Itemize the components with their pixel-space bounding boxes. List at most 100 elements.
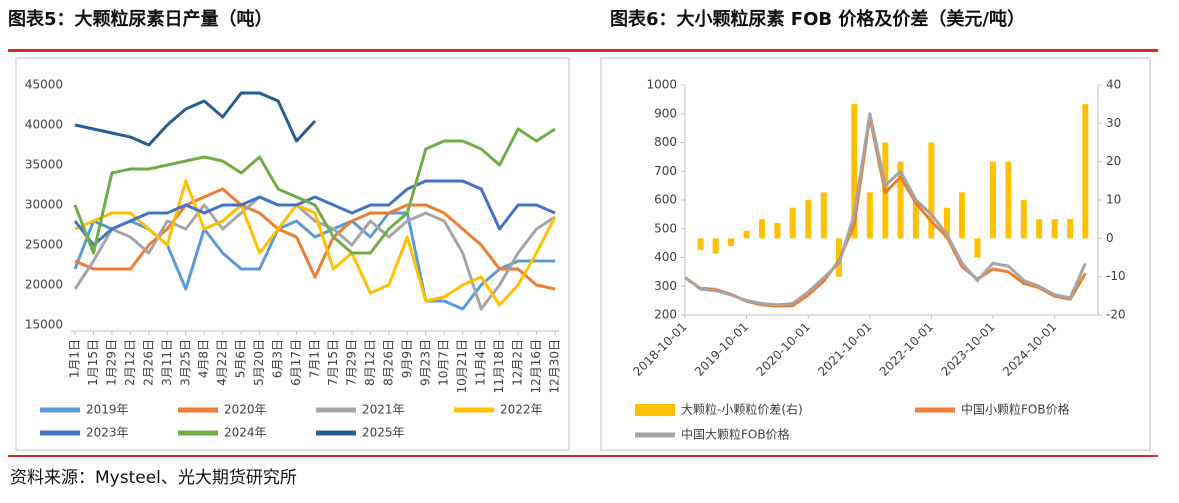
y2-tick-label: 40	[1106, 78, 1121, 92]
y2-tick-label: 30	[1106, 116, 1121, 130]
bar	[697, 238, 704, 250]
x-tick-label: 9月23日	[418, 339, 432, 386]
series-line	[684, 112, 1087, 307]
x-tick-label: 12月16日	[529, 339, 543, 394]
bar	[774, 223, 781, 239]
bar	[728, 238, 735, 246]
x-tick-label: 7月15日	[326, 339, 340, 386]
x-tick-label: 5月20日	[252, 339, 266, 386]
bar	[959, 192, 966, 239]
x-tick-label: 2020-10-01	[754, 320, 813, 379]
bar	[1067, 219, 1074, 239]
x-tick-label: 11月18日	[492, 339, 506, 394]
bar	[1036, 219, 1043, 239]
legend-label: 2023年	[86, 426, 129, 440]
legend-label: 2021年	[362, 403, 405, 417]
y-tick-label: 700	[654, 164, 677, 178]
x-tick-label: 2021-10-01	[815, 320, 874, 379]
y-tick-label: 800	[654, 135, 677, 149]
x-tick-label: 12月30日	[548, 339, 562, 394]
x-tick-label: 10月21日	[455, 339, 469, 394]
bar	[943, 207, 950, 239]
y-tick-label: 200	[654, 308, 677, 322]
divider	[8, 49, 1158, 52]
bar	[820, 192, 827, 239]
series-line	[73, 195, 556, 311]
x-tick-label: 4月22日	[215, 339, 229, 386]
x-tick-label: 2024-10-01	[1000, 320, 1059, 379]
x-tick-label: 3月25日	[178, 339, 192, 386]
divider	[8, 455, 1158, 457]
y-tick-label: 25000	[25, 238, 63, 252]
x-tick-label: 2023-10-01	[938, 320, 997, 379]
bar	[851, 104, 858, 239]
y-tick-label: 35000	[25, 158, 63, 172]
bar	[1051, 219, 1058, 239]
x-tick-label: 1月29日	[104, 339, 118, 386]
source: 资料来源：Mysteel、光大期货研究所	[10, 468, 297, 488]
y-tick-label: 300	[654, 279, 677, 293]
x-tick-label: 2月12日	[123, 339, 137, 386]
legend-label: 2019年	[86, 403, 129, 417]
legend-label: 2022年	[500, 403, 543, 417]
x-tick-label: 3月11日	[160, 339, 174, 386]
series-line	[73, 127, 556, 255]
bar	[805, 200, 812, 239]
y-tick-label: 30000	[25, 198, 63, 212]
y2-tick-label: -10	[1106, 269, 1126, 283]
legend-label: 2025年	[362, 426, 405, 440]
x-tick-label: 7月29日	[344, 339, 358, 386]
y-tick-label: 500	[654, 221, 677, 235]
x-tick-label: 12月2日	[511, 339, 525, 386]
x-tick-label: 8月12日	[363, 339, 377, 386]
bar	[912, 200, 919, 239]
y2-tick-label: 0	[1106, 231, 1114, 245]
x-tick-label: 1月1日	[68, 339, 82, 378]
y-tick-label: 40000	[25, 118, 63, 132]
x-tick-label: 2018-10-01	[630, 320, 689, 379]
bar	[712, 238, 719, 254]
x-tick-label: 10月7日	[437, 339, 451, 386]
bar	[897, 161, 904, 239]
series-line	[74, 179, 557, 307]
chart-title: 图表5：大颗粒尿素日产量（吨）	[8, 8, 273, 30]
y-tick-label: 900	[654, 106, 677, 120]
bar	[989, 161, 996, 239]
y-tick-label: 20000	[25, 278, 63, 292]
x-tick-label: 2月26日	[141, 339, 155, 386]
y-tick-label: 45000	[25, 78, 63, 92]
x-tick-label: 9月9日	[400, 339, 414, 378]
x-tick-label: 4月8日	[197, 339, 211, 378]
x-tick-label: 6月3日	[271, 339, 285, 378]
legend-label: 2024年	[224, 426, 267, 440]
series-line	[73, 179, 556, 247]
x-tick-label: 2019-10-01	[692, 320, 751, 379]
y-tick-label: 15000	[25, 318, 63, 332]
panel	[15, 57, 570, 451]
bar	[743, 230, 750, 239]
y-tick-label: 1000	[646, 78, 677, 92]
x-tick-label: 6月17日	[289, 339, 303, 386]
legend-label: 中国小颗粒FOB价格	[961, 402, 1070, 417]
y-tick-label: 400	[654, 250, 677, 264]
bar	[759, 219, 766, 239]
panel	[600, 57, 1151, 451]
x-tick-label: 1月15日	[86, 339, 100, 386]
bar	[1005, 161, 1012, 239]
x-tick-label: 5月6日	[234, 339, 248, 378]
legend-swatch	[635, 404, 675, 416]
bar	[974, 238, 981, 258]
bar	[928, 142, 935, 239]
y-tick-label: 600	[654, 193, 677, 207]
bar	[1020, 200, 1027, 239]
y2-tick-label: 20	[1106, 154, 1121, 168]
x-tick-label: 8月26日	[381, 339, 395, 386]
series-line	[74, 91, 317, 147]
x-tick-label: 2022-10-01	[877, 320, 936, 379]
bar	[1082, 104, 1089, 239]
chart-title: 图表6：大小颗粒尿素 FOB 价格及价差（美元/吨）	[610, 8, 1025, 30]
y2-tick-label: -20	[1106, 308, 1126, 322]
y2-tick-label: 10	[1106, 193, 1121, 207]
bar	[789, 207, 796, 239]
